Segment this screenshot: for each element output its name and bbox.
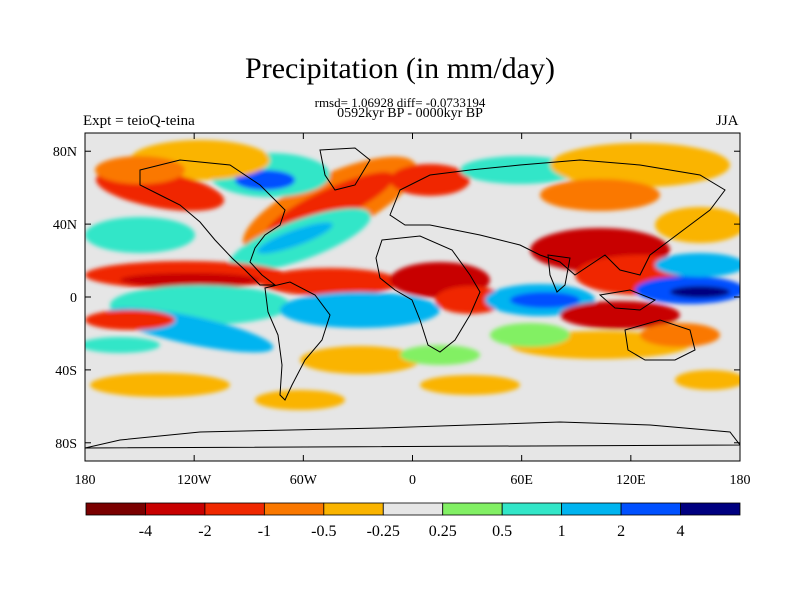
colorbar-swatch <box>382 502 444 516</box>
x-tick-label: 60W <box>290 473 318 488</box>
anomaly-region <box>85 217 195 253</box>
y-tick-label: 80S <box>55 437 77 452</box>
colorbar-label: -2 <box>198 523 211 540</box>
anomaly-region <box>300 346 420 374</box>
anomaly-region <box>435 286 505 314</box>
y-tick-label: 80N <box>53 145 77 160</box>
colorbar-swatch <box>561 502 622 516</box>
colorbar-swatch <box>263 502 325 516</box>
anomaly-region <box>490 323 570 347</box>
anomaly-region <box>120 273 260 287</box>
y-tick-label: 0 <box>70 291 77 306</box>
anomaly-region <box>540 179 660 211</box>
colorbar-label: -0.5 <box>311 523 336 540</box>
colorbar-label: 0.5 <box>492 523 512 540</box>
experiment-label: Expt = teioQ-teina <box>83 113 195 129</box>
anomaly-region <box>255 390 345 410</box>
colorbar-swatch <box>85 502 146 516</box>
anomaly-region <box>85 310 175 330</box>
colorbar-swatch <box>680 502 741 516</box>
anomaly-region <box>260 268 400 296</box>
x-tick-label: 180 <box>75 473 96 488</box>
colorbar-label: -4 <box>139 523 152 540</box>
x-tick-label: 60E <box>510 473 533 488</box>
precip-anomaly-field <box>85 133 740 461</box>
anomaly-region <box>640 323 720 347</box>
coastlines <box>85 147 740 449</box>
anomaly-region <box>420 375 520 395</box>
x-tick-label: 180 <box>730 473 751 488</box>
y-tick-label: 40S <box>55 364 77 379</box>
colorbar-label: -1 <box>258 523 271 540</box>
anomaly-region <box>257 222 333 254</box>
colorbar-swatch <box>323 502 384 516</box>
anomaly-region <box>235 170 295 190</box>
colorbar-label: -0.25 <box>367 523 400 540</box>
x-tick-label: 120W <box>177 473 212 488</box>
colorbar-swatch <box>620 502 681 516</box>
colorbar-label: 1 <box>558 523 566 540</box>
anomaly-region <box>675 370 740 390</box>
x-axis: 180 120W 60W 0 60E 120E 180 <box>75 133 751 488</box>
anomaly-region <box>510 292 580 308</box>
anomaly-region <box>655 253 740 277</box>
colorbar-label: 0.25 <box>429 523 457 540</box>
colorbar: -4 -2 -1 -0.5 -0.25 0.25 0.5 1 2 4 <box>85 502 741 540</box>
y-axis: 80N 40N 0 40S 80S <box>53 145 740 452</box>
anomaly-region <box>85 337 160 353</box>
anomaly-region <box>560 301 680 329</box>
anomaly-region <box>655 207 740 243</box>
x-tick-label: 120E <box>616 473 646 488</box>
colorbar-swatch <box>501 502 563 516</box>
x-tick-label: 0 <box>409 473 416 488</box>
stats-line: rmsd= 1.06928 diff= -0.0733194 <box>314 95 486 110</box>
anomaly-region <box>400 345 480 365</box>
colorbar-swatch <box>145 502 206 516</box>
colorbar-swatch <box>204 502 265 516</box>
season-label: JJA <box>716 113 739 129</box>
colorbar-label: 4 <box>677 523 685 540</box>
colorbar-swatch <box>442 502 503 516</box>
colorbar-label: 2 <box>617 523 625 540</box>
y-tick-label: 40N <box>53 218 77 233</box>
anomaly-region <box>670 286 730 298</box>
anomaly-region <box>90 373 230 397</box>
anomaly-region <box>390 164 470 196</box>
chart-title: Precipitation (in mm/day) <box>245 52 555 85</box>
period-line: 0592kyr BP - 0000kyr BP <box>337 106 483 121</box>
